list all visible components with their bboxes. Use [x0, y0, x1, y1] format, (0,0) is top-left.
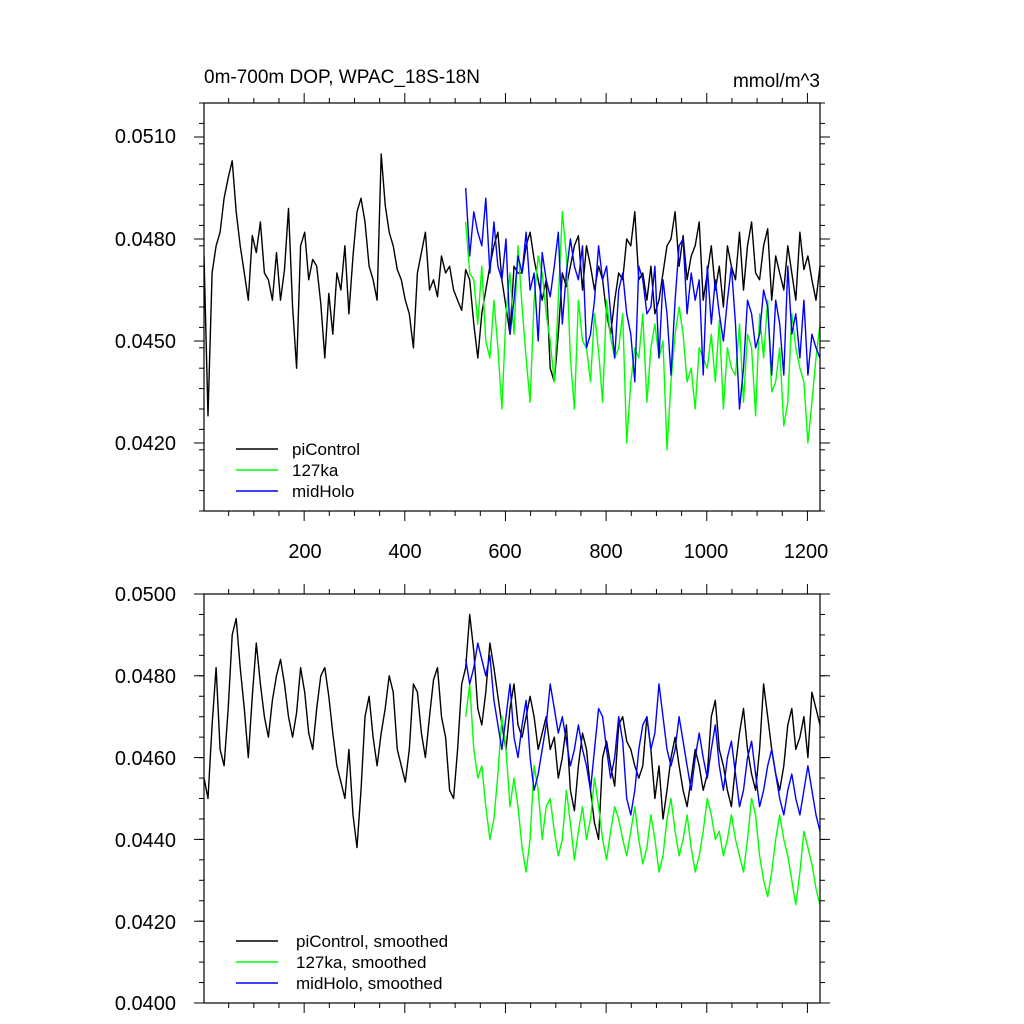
bottom-series-midholo-smoothed [465, 642, 820, 832]
bottom-y-tick-label: 0.0420 [115, 912, 176, 934]
top-legend: piControl 127ka midHolo [236, 440, 360, 501]
bottom-y-tick-label: 0.0440 [115, 830, 176, 852]
top-panel: 0m-700m DOP, WPAC_18S-18N mmol/m^3 0.051… [115, 67, 830, 563]
top-y-tick-label: 0.0420 [115, 433, 176, 455]
bottom-plot-lines [204, 613, 820, 906]
top-axes [194, 93, 830, 521]
top-x-tick-label: 1200 [784, 541, 829, 563]
bottom-legend: piControl, smoothed 127ka, smoothed midH… [236, 932, 448, 993]
legend-label-127ka-smoothed: 127ka, smoothed [296, 953, 426, 972]
top-series-127ka [465, 211, 820, 451]
bottom-y-tick-labels: 0.0500 0.0480 0.0460 0.0440 0.0420 0.040… [115, 584, 176, 1015]
top-plot-lines [204, 153, 820, 451]
top-x-tick-label: 400 [388, 541, 421, 563]
bottom-plot-frame [203, 593, 821, 1004]
top-x-tick-labels: 200 400 600 800 1000 1200 [288, 541, 828, 563]
legend-label-127ka: 127ka [292, 461, 339, 480]
top-panel-title: 0m-700m DOP, WPAC_18S-18N [204, 67, 480, 88]
top-series-midholo [465, 187, 820, 410]
bottom-y-tick-label: 0.0460 [115, 748, 176, 770]
bottom-y-tick-label: 0.0480 [115, 666, 176, 688]
top-x-tick-label: 200 [288, 541, 321, 563]
legend-label-midholo: midHolo [292, 482, 354, 501]
top-plot-frame [203, 102, 821, 512]
bottom-panel: 0.0500 0.0480 0.0460 0.0440 0.0420 0.040… [115, 584, 830, 1015]
top-y-tick-label: 0.0480 [115, 229, 176, 251]
bottom-y-tick-label: 0.0400 [115, 993, 176, 1015]
top-y-tick-labels: 0.0510 0.0480 0.0450 0.0420 [115, 126, 176, 455]
top-panel-units: mmol/m^3 [733, 71, 820, 92]
top-y-tick-label: 0.0510 [115, 126, 176, 148]
bottom-axes [194, 584, 830, 1013]
top-series-picontrol [204, 153, 820, 417]
legend-label-picontrol-smoothed: piControl, smoothed [296, 932, 448, 951]
bottom-series-127ka-smoothed [465, 683, 820, 906]
legend-label-midholo-smoothed: midHolo, smoothed [296, 974, 442, 993]
legend-label-picontrol: piControl [292, 440, 360, 459]
top-x-tick-label: 800 [589, 541, 622, 563]
bottom-y-tick-label: 0.0500 [115, 584, 176, 606]
top-y-tick-label: 0.0450 [115, 331, 176, 353]
top-x-tick-label: 600 [488, 541, 521, 563]
bottom-series-picontrol-smoothed [204, 613, 820, 849]
top-x-tick-label: 1000 [684, 541, 729, 563]
